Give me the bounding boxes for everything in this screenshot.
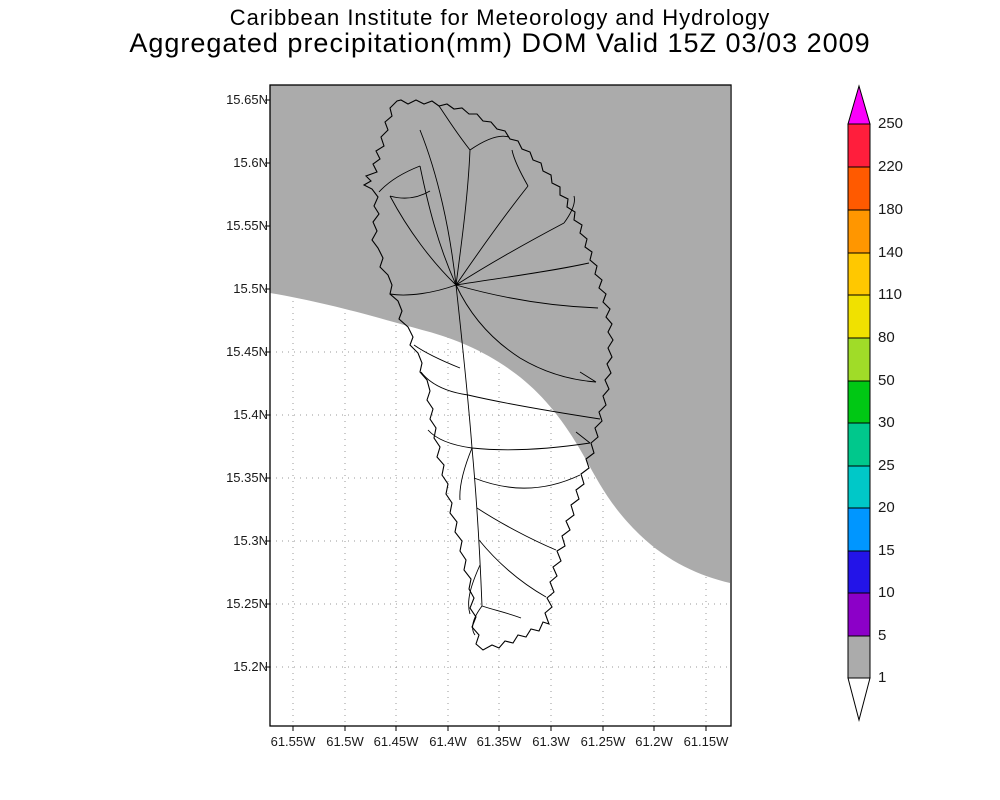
axis-ticks bbox=[265, 99, 707, 731]
colorbar-segment bbox=[847, 635, 871, 679]
colorbar-label: 30 bbox=[878, 414, 895, 431]
lon-label: 61.3W bbox=[532, 734, 570, 749]
colorbar-label: 25 bbox=[878, 457, 895, 474]
colorbar-label: 10 bbox=[878, 584, 895, 601]
colorbar-segment bbox=[847, 166, 871, 211]
colorbar-label: 15 bbox=[878, 542, 895, 559]
lat-label: 15.25N bbox=[226, 596, 268, 611]
colorbar-label: 180 bbox=[878, 201, 904, 218]
colorbar-segment bbox=[847, 422, 871, 467]
colorbar-segment bbox=[847, 337, 871, 382]
lat-label: 15.55N bbox=[226, 218, 268, 233]
colorbar bbox=[847, 84, 871, 722]
shaded-precip-region bbox=[270, 85, 730, 583]
colorbar-label: 5 bbox=[878, 627, 887, 644]
colorbar-segment bbox=[847, 465, 871, 509]
colorbar-label: 20 bbox=[878, 499, 895, 516]
colorbar-label: 110 bbox=[878, 286, 902, 303]
lon-label: 61.45W bbox=[373, 734, 419, 749]
island-outline bbox=[362, 99, 614, 651]
colorbar-label: 50 bbox=[878, 372, 895, 389]
grid-lines bbox=[270, 85, 730, 726]
page-subtitle: Aggregated precipitation(mm) DOM Valid 1… bbox=[129, 28, 871, 58]
lat-label: 15.3N bbox=[233, 533, 268, 548]
colorbar-segment bbox=[847, 507, 871, 552]
colorbar-segment bbox=[847, 252, 871, 296]
lat-label: 15.2N bbox=[233, 659, 268, 674]
colorbar-label: 140 bbox=[878, 244, 904, 261]
colorbar-bottom-arrow bbox=[847, 677, 871, 722]
lon-label: 61.4W bbox=[429, 734, 467, 749]
colorbar-top-arrow bbox=[847, 84, 871, 125]
plot-border bbox=[269, 84, 732, 727]
lat-label: 15.65N bbox=[226, 92, 268, 107]
colorbar-segment bbox=[847, 592, 871, 637]
colorbar-segment bbox=[847, 294, 871, 339]
lat-label: 15.6N bbox=[233, 155, 268, 170]
lat-label: 15.5N bbox=[233, 281, 268, 296]
page-title: Caribbean Institute for Meteorology and … bbox=[229, 5, 771, 30]
lat-label: 15.4N bbox=[233, 407, 268, 422]
colorbar-label: 250 bbox=[878, 115, 904, 132]
colorbar-label: 220 bbox=[878, 158, 904, 175]
lon-label: 61.25W bbox=[580, 734, 626, 749]
lon-label: 61.2W bbox=[635, 734, 673, 749]
watershed-boundaries bbox=[378, 105, 601, 636]
colorbar-segment bbox=[847, 123, 871, 168]
lat-label: 15.45N bbox=[226, 344, 268, 359]
lat-label: 15.35N bbox=[226, 470, 268, 485]
colorbar-label: 80 bbox=[878, 329, 895, 346]
lon-label: 61.55W bbox=[270, 734, 316, 749]
colorbar-segment bbox=[847, 380, 871, 424]
lon-label: 61.5W bbox=[326, 734, 364, 749]
colorbar-segment bbox=[847, 209, 871, 254]
colorbar-segment bbox=[847, 550, 871, 594]
colorbar-label: 1 bbox=[878, 669, 887, 686]
lon-label: 61.15W bbox=[683, 734, 729, 749]
lon-label: 61.35W bbox=[476, 734, 522, 749]
